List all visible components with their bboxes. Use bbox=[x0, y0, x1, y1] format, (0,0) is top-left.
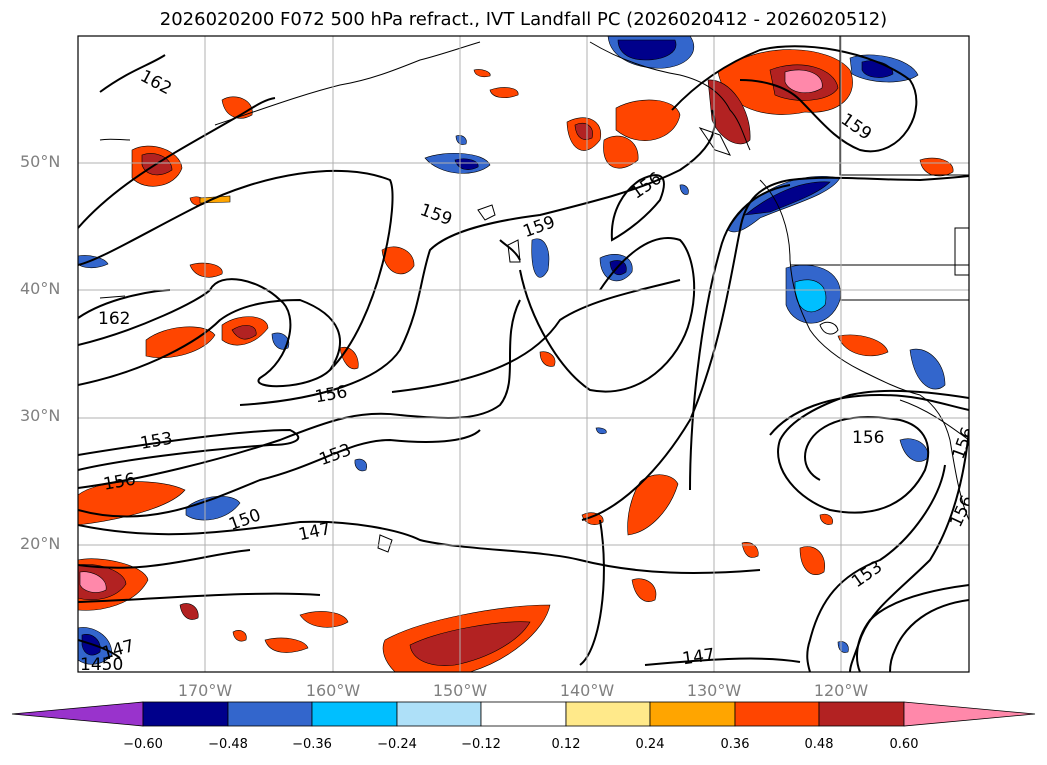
map-frame bbox=[77, 35, 970, 673]
coastlines bbox=[99, 36, 969, 553]
contour-label: 162 bbox=[98, 309, 130, 329]
colorbar-segment bbox=[11, 701, 144, 727]
contour-label: 1450 bbox=[80, 655, 123, 675]
lat-label: 50°N bbox=[20, 152, 61, 171]
colorbar-segment bbox=[565, 701, 651, 727]
colorbar-segment bbox=[142, 701, 229, 727]
colorbar-tick: −0.48 bbox=[208, 737, 248, 752]
map-title: 2026020200 F072 500 hPa refract., IVT La… bbox=[159, 9, 888, 30]
map-plot-area: 162 162 159 159 159 156 156 156 156 156 … bbox=[78, 36, 969, 675]
colorbar-tick: −0.36 bbox=[292, 737, 332, 752]
height-contours bbox=[78, 45, 969, 672]
contour-label: 156 bbox=[852, 428, 884, 448]
lon-label: 150°W bbox=[432, 681, 488, 700]
colorbar-segment bbox=[818, 701, 905, 727]
lat-label: 30°N bbox=[20, 406, 61, 425]
colorbar-tick: 0.60 bbox=[889, 737, 919, 752]
colorbar-tick: 0.12 bbox=[551, 737, 581, 752]
colorbar-segment bbox=[903, 701, 1036, 727]
colorbar-segment bbox=[311, 701, 398, 727]
lon-label: 120°W bbox=[813, 681, 869, 700]
colorbar-tick: 0.24 bbox=[635, 737, 665, 752]
colorbar-tick: −0.60 bbox=[123, 737, 163, 752]
lon-label: 170°W bbox=[177, 681, 233, 700]
colorbar-tick: −0.24 bbox=[377, 737, 417, 752]
lon-label: 140°W bbox=[559, 681, 615, 700]
lon-label: 130°W bbox=[686, 681, 742, 700]
gridlines bbox=[78, 36, 969, 672]
lon-label: 160°W bbox=[305, 681, 361, 700]
colorbar-tick: −0.12 bbox=[461, 737, 501, 752]
colorbar bbox=[11, 701, 1036, 727]
contour-label: 147 bbox=[681, 645, 716, 669]
colorbar-segment bbox=[227, 701, 313, 727]
colorbar-segment bbox=[734, 701, 820, 727]
lat-label: 20°N bbox=[20, 534, 61, 553]
colorbar-segment bbox=[649, 701, 736, 727]
anomaly-fills bbox=[78, 36, 954, 672]
colorbar-segment bbox=[396, 701, 482, 727]
lat-label: 40°N bbox=[20, 279, 61, 298]
colorbar-tick: 0.36 bbox=[720, 737, 750, 752]
colorbar-segment bbox=[480, 701, 567, 727]
colorbar-tick: 0.48 bbox=[804, 737, 834, 752]
